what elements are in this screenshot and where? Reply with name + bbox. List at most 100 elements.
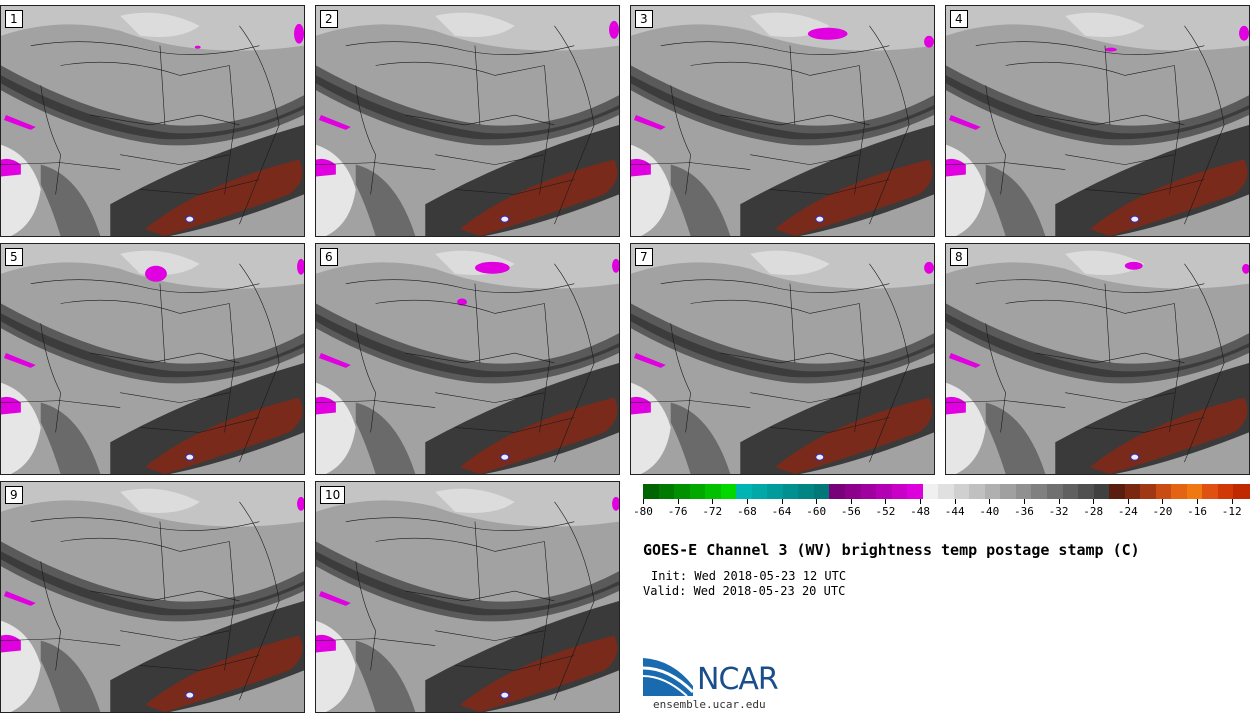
stamp-panel-2: 2 (315, 5, 620, 237)
colorbar-tick (1023, 499, 1025, 504)
colorbar-swatch (751, 484, 768, 499)
stamp-panel-5: 5 (0, 243, 305, 475)
colorbar-swatch (1000, 484, 1017, 499)
colorbar-tick (712, 499, 714, 504)
colorbar-swatch (938, 484, 955, 499)
panel-number: 1 (5, 10, 23, 28)
panel-number: 2 (320, 10, 338, 28)
colorbar-swatch (1155, 484, 1172, 499)
stamp-panel-1: 1 (0, 5, 305, 237)
colorbar-tick (746, 499, 748, 504)
colorbar-swatch (1062, 484, 1079, 499)
colorbar-tick-label: -36 (1013, 505, 1034, 518)
stamp-panel-10: 10 (315, 481, 620, 713)
colorbar-tick-label: -16 (1187, 505, 1207, 518)
colorbar-swatch (674, 484, 691, 499)
ncar-logo-icon (643, 658, 695, 696)
stamp-panel-6: 6 (315, 243, 620, 475)
colorbar-swatch (720, 484, 737, 499)
colorbar-swatch (845, 484, 862, 499)
panel-number: 7 (635, 248, 653, 266)
wv-field-map (946, 244, 1249, 474)
colorbar-swatch (1109, 484, 1126, 499)
colorbar-swatch (860, 484, 877, 499)
colorbar-swatch (1124, 484, 1141, 499)
colorbar-tick (885, 499, 887, 504)
colorbar-tick (781, 499, 783, 504)
colorbar-tick (1162, 499, 1164, 504)
init-time: Init: Wed 2018-05-23 12 UTC (651, 569, 847, 583)
colorbar-tick-label: -72 (702, 505, 723, 518)
colorbar-tick-label: -76 (667, 505, 688, 518)
stamp-panel-9: 9 (0, 481, 305, 713)
colorbar-swatch (767, 484, 784, 499)
colorbar-swatch (891, 484, 908, 499)
colorbar-swatch (1202, 484, 1219, 499)
figure-title: GOES-E Channel 3 (WV) brightness temp po… (643, 541, 1140, 559)
colorbar-swatch (829, 484, 846, 499)
colorbar-swatch (1078, 484, 1095, 499)
panel-number: 10 (320, 486, 346, 504)
colorbar-swatch (969, 484, 986, 499)
colorbar-swatch (953, 484, 970, 499)
colorbar-tick (1197, 499, 1199, 504)
panel-number: 8 (950, 248, 968, 266)
colorbar-tick-label: -12 (1221, 505, 1242, 518)
colorbar-tick (643, 499, 644, 504)
colorbar-swatch (643, 484, 660, 499)
colorbar-ticks: -80 -76 -72 -68 -64 -60 -56 -52 -48 -44 -40 -36 -32 -… (633, 499, 1249, 521)
colorbar-swatch (1140, 484, 1157, 499)
colorbar-swatch (984, 484, 1001, 499)
colorbar-swatch (813, 484, 831, 499)
ncar-logo: NCAR (643, 656, 793, 698)
colorbar (643, 484, 1250, 499)
colorbar-swatch (907, 484, 924, 499)
colorbar-tick (920, 499, 922, 504)
colorbar-tick-label: -24 (1117, 505, 1138, 518)
colorbar-swatch (1047, 484, 1064, 499)
colorbar-tick-label: -48 (910, 505, 930, 518)
colorbar-swatch (1093, 484, 1110, 499)
wv-field-map (631, 6, 934, 236)
colorbar-tick-label: -28 (1083, 505, 1104, 518)
wv-field-map (316, 6, 619, 236)
wv-field-map (316, 244, 619, 474)
panel-number: 4 (950, 10, 968, 28)
colorbar-tick (816, 499, 818, 504)
colorbar-tick-label: -40 (979, 505, 1000, 518)
colorbar-swatch (1171, 484, 1188, 499)
colorbar-tick (989, 499, 991, 504)
wv-field-map (1, 244, 304, 474)
colorbar-swatch (705, 484, 722, 499)
colorbar-tick (1127, 499, 1129, 504)
colorbar-tick (1093, 499, 1095, 504)
colorbar-swatch (798, 484, 815, 499)
colorbar-tick-label: -68 (736, 505, 757, 518)
colorbar-tick-label: -80 (633, 505, 653, 518)
colorbar-tick (1231, 499, 1233, 504)
colorbar-swatch (736, 484, 753, 499)
colorbar-tick (954, 499, 956, 504)
colorbar-swatch (1233, 484, 1250, 499)
stamp-panel-8: 8 (945, 243, 1250, 475)
panel-number: 5 (5, 248, 23, 266)
wv-field-map (316, 482, 619, 712)
colorbar-swatch (1031, 484, 1048, 499)
stamp-panel-7: 7 (630, 243, 935, 475)
colorbar-swatch (876, 484, 893, 499)
colorbar-swatch (1015, 484, 1033, 499)
colorbar-swatch (782, 484, 799, 499)
wv-field-map (631, 244, 934, 474)
wv-field-map (1, 6, 304, 236)
site-url[interactable]: ensemble.ucar.edu (653, 698, 766, 711)
colorbar-tick-label: -20 (1152, 505, 1173, 518)
wv-field-map (946, 6, 1249, 236)
colorbar-swatch (658, 484, 675, 499)
panel-number: 6 (320, 248, 338, 266)
panel-number: 9 (5, 486, 23, 504)
colorbar-swatch (689, 484, 706, 499)
ncar-logo-text: NCAR (697, 662, 779, 697)
colorbar-tick (1058, 499, 1060, 504)
wv-field-map (1, 482, 304, 712)
stamp-panel-3: 3 (630, 5, 935, 237)
